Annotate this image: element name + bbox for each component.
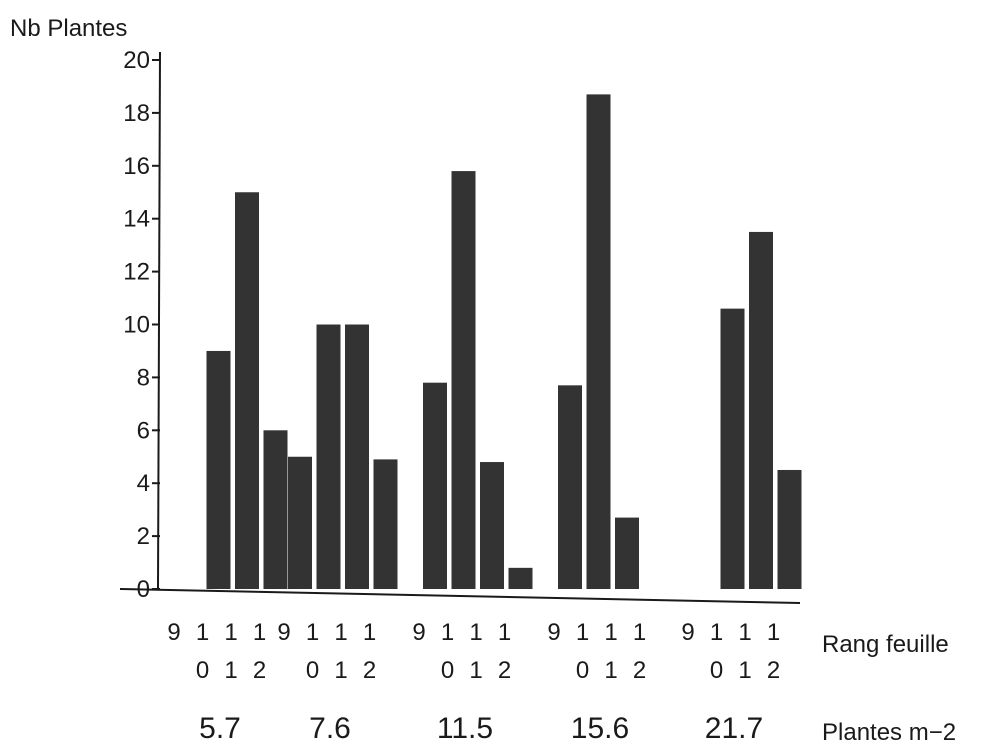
x-tick-label: 1: [253, 619, 266, 646]
group-label: 5.7: [199, 712, 241, 745]
group-label: 7.6: [309, 712, 351, 745]
bar: [749, 231, 773, 590]
bar: [288, 456, 312, 589]
bar: [235, 192, 259, 589]
bar: [263, 430, 288, 589]
x-tick-label: 1: [334, 619, 347, 646]
x-tick-label: 1: [469, 619, 482, 646]
group-labels: 5.7 7.6 11.5 15.6 21.7: [199, 712, 763, 745]
x-tick-label: 1: [738, 657, 751, 684]
x-tick-label: 1: [441, 619, 454, 646]
x-tick-label: 0: [710, 657, 723, 684]
bar: [206, 350, 231, 589]
bar: [586, 94, 611, 589]
bar: [777, 469, 802, 589]
x-tick-label: 1: [767, 619, 780, 646]
bar: [558, 385, 582, 589]
y-tick-label: 0: [137, 576, 150, 603]
y-tick-label: 10: [123, 312, 150, 339]
x-tick-label: 1: [498, 619, 511, 646]
x-tick-label: 1: [196, 619, 209, 646]
x-tick-label: 1: [633, 619, 646, 646]
bar: [615, 517, 639, 589]
y-axis-title: Nb Plantes: [10, 15, 127, 42]
x-tick-label: 9: [277, 619, 290, 646]
bar: [720, 308, 745, 589]
x-tick-label: 0: [441, 657, 454, 684]
y-tick-label: 4: [137, 470, 150, 497]
y-tick-label: 12: [123, 259, 150, 286]
bar: [480, 462, 504, 589]
x-tick-label: 1: [363, 619, 376, 646]
bar: [451, 171, 476, 589]
x-tick-label: 1: [604, 619, 617, 646]
x-tick-label: 1: [710, 619, 723, 646]
x-tick-label: 1: [604, 657, 617, 684]
x-tick-label: 1: [469, 657, 482, 684]
y-tick-label: 8: [137, 364, 150, 391]
x-axis-title-plantes-m2: Plantes m−2: [822, 719, 956, 746]
bars: [206, 94, 802, 590]
y-axis-line: [157, 51, 161, 590]
y-tick-label: 2: [137, 523, 150, 550]
x-tick-label: 2: [498, 657, 511, 684]
x-tick-label: 0: [576, 657, 589, 684]
bar: [423, 382, 447, 589]
bar: [373, 459, 398, 589]
x-tick-label: 9: [547, 619, 560, 646]
x-tick-label: 9: [412, 619, 425, 646]
y-tick-label: 20: [123, 47, 150, 74]
x-tick-label: 2: [633, 657, 646, 684]
x-tick-label: 1: [306, 619, 319, 646]
y-tick-label: 14: [123, 206, 150, 233]
x-tick-label: 9: [681, 619, 694, 646]
group-label: 15.6: [571, 712, 629, 745]
x-tick-label: 0: [196, 657, 209, 684]
y-tick-label: 18: [123, 100, 150, 127]
x-tick-label: 2: [767, 657, 780, 684]
x-tick-label: 2: [253, 657, 266, 684]
y-axis: 0 2 4 6 8 10 12 14 16 18 20: [119, 47, 801, 604]
x-tick-label: 0: [306, 657, 319, 684]
x-axis-title-rang-feuille: Rang feuille: [822, 631, 949, 658]
x-axis-line: [119, 588, 801, 604]
bar: [345, 324, 369, 589]
x-tick-label: 2: [363, 657, 376, 684]
x-tick-label: 1: [334, 657, 347, 684]
group-label: 11.5: [437, 712, 493, 745]
y-tick-label: 16: [123, 153, 150, 180]
x-tick-label: 1: [576, 619, 589, 646]
x-tick-label: 1: [738, 619, 751, 646]
group-label: 21.7: [705, 712, 763, 745]
bar: [316, 324, 341, 589]
x-tick-label: 9: [167, 619, 180, 646]
x-tick-label: 1: [224, 657, 237, 684]
bar: [508, 567, 533, 589]
x-tick-label: 1: [224, 619, 237, 646]
y-tick-label: 6: [137, 417, 150, 444]
